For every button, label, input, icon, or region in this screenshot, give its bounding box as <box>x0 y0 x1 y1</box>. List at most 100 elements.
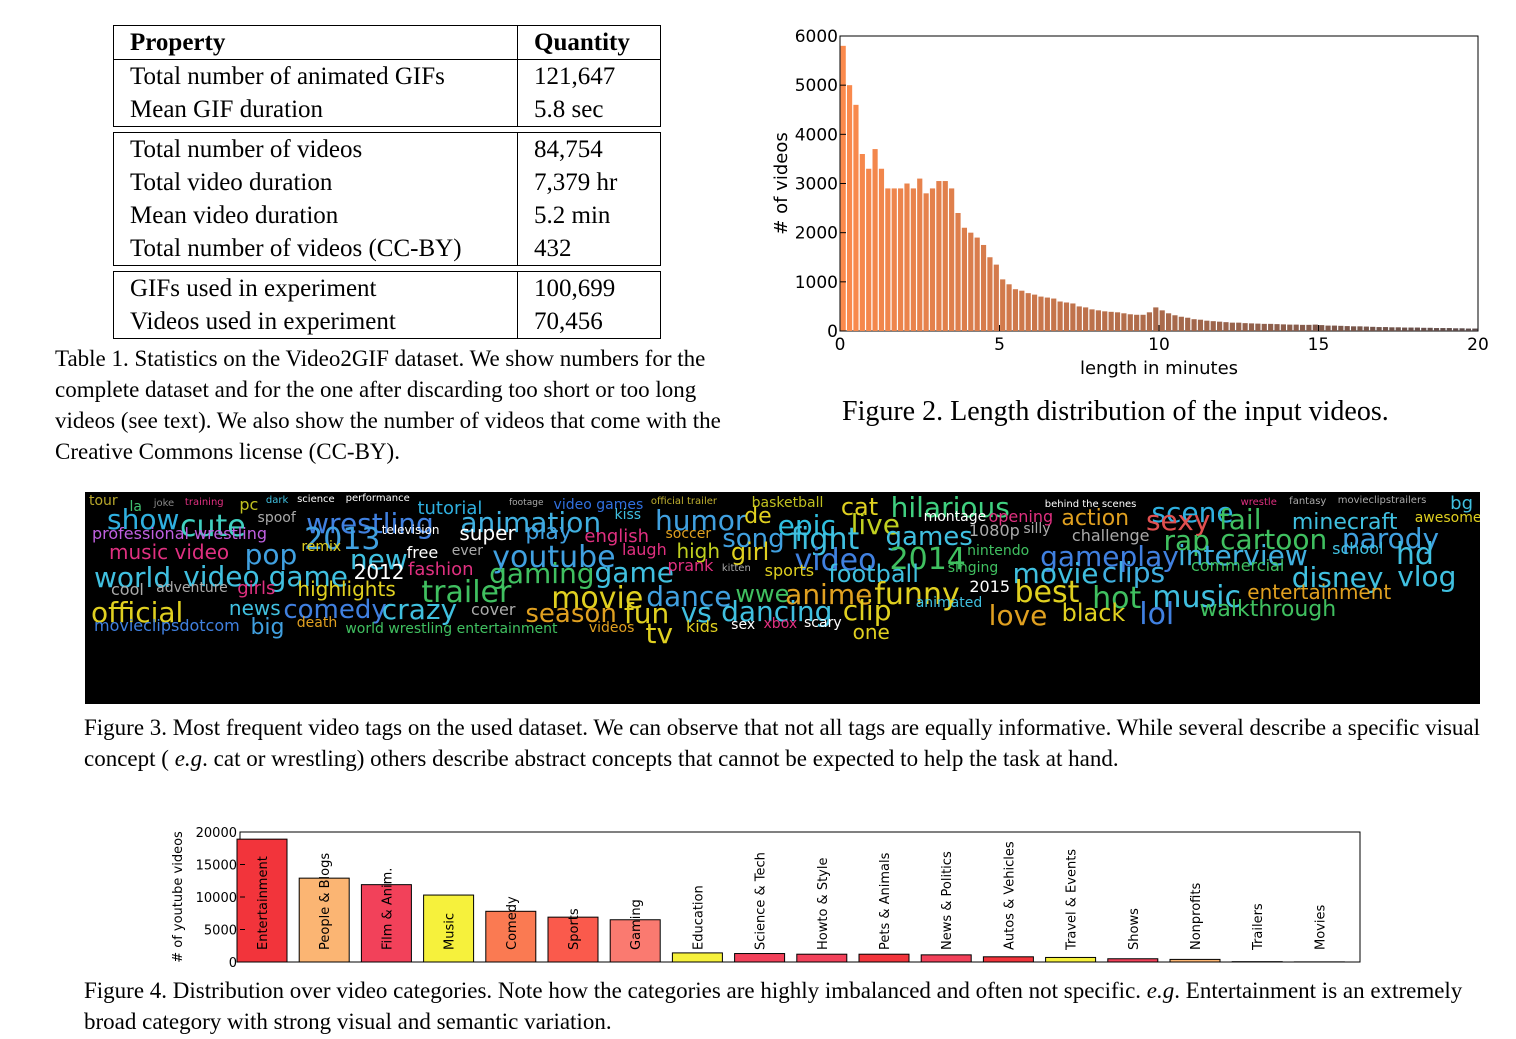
tag-word: tutorial <box>417 498 483 519</box>
tag-word: movie <box>1012 557 1099 590</box>
tag-word: high <box>676 539 721 563</box>
tag-word: hd <box>1395 537 1434 572</box>
category-bar <box>982 956 1034 963</box>
tag-word: school <box>1332 539 1384 558</box>
figure3-caption-before: Figure 3. Most frequent video tags on th… <box>84 715 1481 771</box>
y-tick-label: 20000 <box>196 826 237 841</box>
histogram-bar <box>993 264 999 331</box>
tag-word: video games <box>553 497 644 513</box>
histogram-bar <box>1114 312 1121 331</box>
tag-word: sports <box>764 561 815 580</box>
tag-word: scary <box>804 615 842 631</box>
tag-word: live <box>850 508 900 541</box>
tag-word: training <box>184 497 224 508</box>
histogram-bar <box>1331 325 1338 331</box>
tag-word: season <box>525 599 617 629</box>
tag-word: ever <box>451 543 484 559</box>
histogram-bar <box>1127 314 1133 331</box>
tag-word: nintendo <box>967 543 1030 559</box>
tag-word: football <box>828 560 919 588</box>
tag-word: walkthrough <box>1199 597 1337 622</box>
tag-word: soccer <box>665 526 712 542</box>
x-tick-label: 15 <box>1308 335 1330 355</box>
category-label: Trailers <box>1251 903 1266 951</box>
tag-word: xbox <box>763 616 798 632</box>
table-row: Total number of videos 84,754 <box>113 132 661 166</box>
figure4-caption-after: . Entertainment is an extremely broad ca… <box>84 978 1463 1034</box>
tag-word: fantasy <box>1289 496 1327 507</box>
category-bar <box>423 894 475 963</box>
histogram-bar <box>1459 328 1465 331</box>
category-bar <box>796 953 848 963</box>
tag-word: music video <box>109 540 230 564</box>
category-bar <box>1045 956 1097 963</box>
histogram-bar <box>1351 326 1357 331</box>
histogram-bar <box>1063 302 1070 331</box>
tag-word: show <box>107 503 180 536</box>
tag-word: laugh <box>622 540 667 559</box>
histogram-bar <box>1287 324 1293 331</box>
tag-word: lol <box>1139 597 1175 632</box>
table-cell-quantity: 7,379 hr <box>517 166 661 199</box>
tag-word: new <box>349 543 408 576</box>
histogram-bar <box>1108 311 1114 331</box>
category-bar <box>858 953 910 963</box>
tag-word: super <box>459 521 516 545</box>
y-tick-label: 1000 <box>795 273 838 293</box>
histogram-bar <box>1223 322 1229 331</box>
histogram-bar <box>910 188 916 331</box>
tag-word: wrestling <box>306 507 434 540</box>
tag-word: parody <box>1341 522 1440 555</box>
histogram-bar <box>961 227 967 331</box>
table-header-quantity: Quantity <box>517 25 661 60</box>
tag-word: rap <box>1163 524 1210 557</box>
tag-word: de <box>744 504 772 529</box>
tag-word: performance <box>345 493 410 504</box>
tag-word: official trailer <box>650 496 717 507</box>
tag-word: 1080p <box>968 521 1020 540</box>
category-label: Film & Anim. <box>380 868 395 950</box>
tag-word: remix <box>301 539 342 555</box>
tag-word: fight <box>790 522 860 557</box>
histogram-bar <box>1134 314 1140 331</box>
y-tick-label: 0 <box>827 322 838 342</box>
table-cell-property: GIFs used in experiment <box>113 271 518 305</box>
y-tick-label: 15000 <box>196 859 237 874</box>
tag-word: opening <box>988 507 1054 526</box>
table-cell-quantity: 121,647 <box>517 59 661 93</box>
histogram-bar <box>885 188 891 331</box>
histogram-bar <box>1395 327 1401 331</box>
histogram-bar <box>1210 321 1216 331</box>
category-bar <box>671 952 723 963</box>
tag-word: comedy <box>283 595 387 625</box>
tag-word: girl <box>730 538 770 566</box>
category-bar <box>609 919 661 963</box>
category-label: Sports <box>567 908 582 950</box>
histogram-bar <box>872 149 878 331</box>
category-label: Music <box>443 913 458 950</box>
tag-word: animation <box>460 506 602 539</box>
tag-word: kitten <box>721 563 751 574</box>
category-bar <box>547 916 599 963</box>
tag-word: clips <box>1101 556 1166 589</box>
category-label: Shows <box>1127 908 1142 950</box>
tag-word: funny <box>874 577 960 612</box>
histogram-bar <box>1178 316 1184 331</box>
histogram-bar <box>1453 328 1459 331</box>
y-tick-label: 10000 <box>196 891 237 906</box>
tag-word: la <box>129 499 142 515</box>
tag-word: 2014 <box>889 542 966 577</box>
histogram-bar <box>936 181 942 331</box>
tag-word: fail <box>1218 503 1262 536</box>
tag-word: movieclipstrailers <box>1337 495 1427 506</box>
tag-word: gameplay <box>1040 540 1179 573</box>
category-distribution-chart: Entertainment People & Blogs Film & Anim. M… <box>171 826 1361 971</box>
tag-word: death <box>296 615 338 631</box>
histogram-bar <box>1217 321 1223 331</box>
tag-word: tv <box>645 617 674 650</box>
table-cell-quantity: 70,456 <box>517 305 661 339</box>
category-label: Autos & Vehicles <box>1002 841 1017 950</box>
tag-word: pop <box>244 538 298 571</box>
table-cell-property: Videos used in experiment <box>113 305 518 339</box>
tag-word: adventure <box>156 580 228 596</box>
